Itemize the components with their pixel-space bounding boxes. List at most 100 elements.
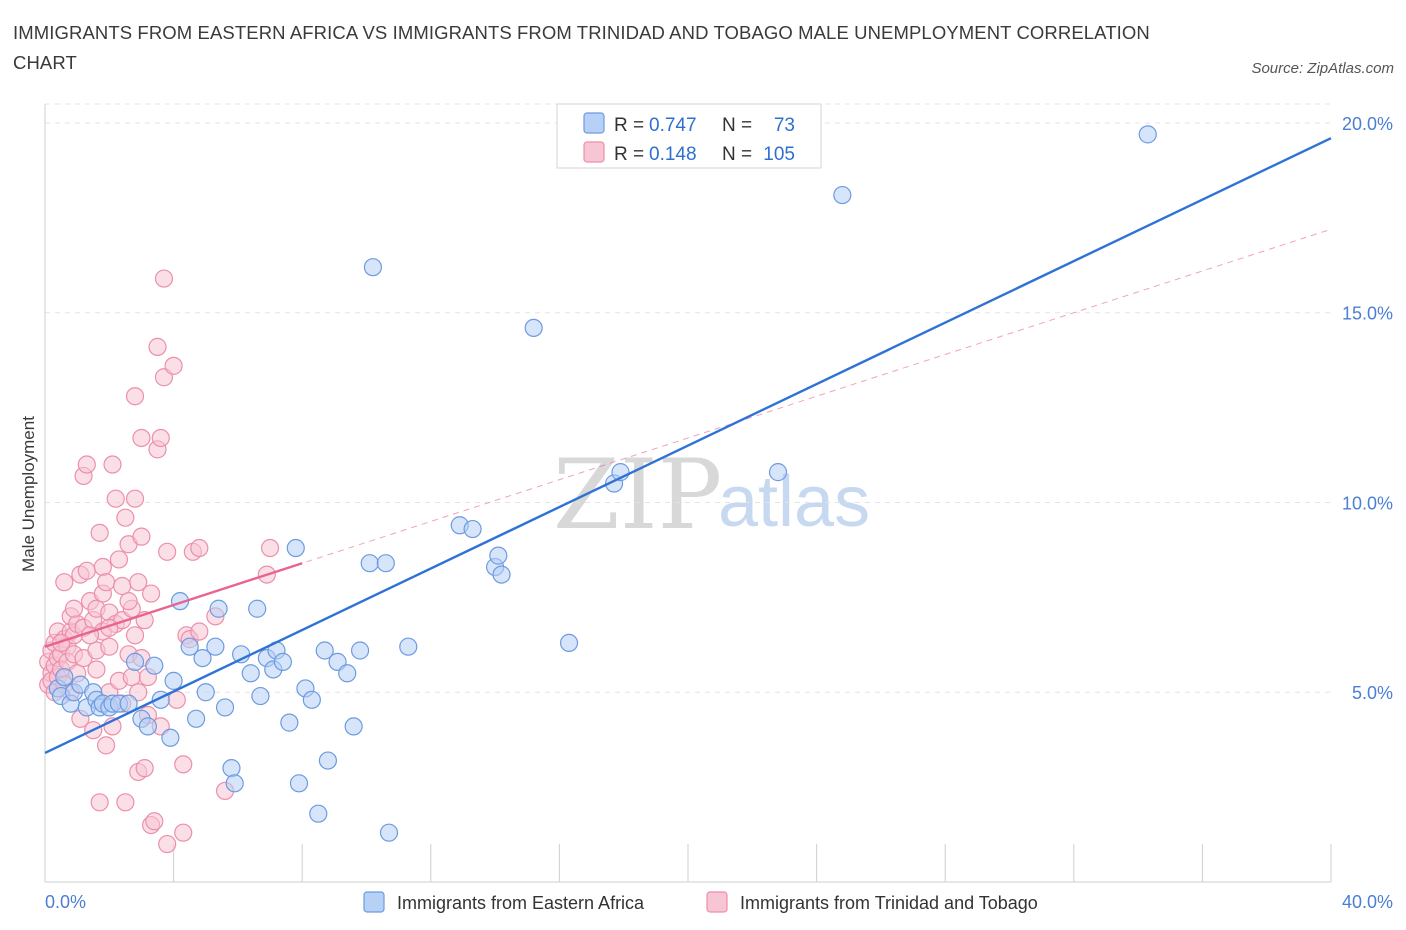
legend-pink-n-value: 105: [763, 144, 795, 165]
pink-point: [122, 667, 141, 687]
stats-legend: R = 0.747 N = 73 R = 0.148 N = 105: [556, 103, 822, 169]
blue-point: [524, 318, 543, 338]
watermark-zip: ZIP: [553, 439, 722, 551]
grid: [45, 103, 1331, 693]
blue-point: [379, 823, 399, 842]
y-tick-label: 5.0%: [1352, 683, 1393, 703]
pink-point: [116, 793, 135, 812]
blue-point: [206, 637, 225, 656]
y-axis-label: Male Unemployment: [19, 416, 38, 572]
series-eastern-africa-points: [48, 125, 1157, 842]
blue-point: [338, 664, 357, 683]
pink-point: [103, 455, 122, 474]
blue-point: [309, 804, 328, 823]
blue-point: [318, 751, 338, 770]
legend-blue-n-value: 73: [774, 115, 795, 136]
x-axis-ticks: [173, 844, 1332, 882]
pink-point: [87, 660, 106, 679]
pink-point: [90, 793, 109, 812]
blue-point: [241, 664, 260, 683]
blue-point: [215, 698, 235, 717]
pink-point: [77, 455, 96, 474]
pink-point: [100, 637, 119, 656]
legend-blue-r-label: R =: [614, 115, 644, 136]
pink-point: [190, 538, 209, 558]
blue-point: [280, 713, 299, 732]
pink-point: [106, 489, 125, 508]
blue-point: [248, 599, 267, 618]
x-axis-tick-labels: 0.0% 40.0%: [45, 892, 1393, 912]
chart-title: IMMIGRANTS FROM EASTERN AFRICA VS IMMIGR…: [13, 22, 1150, 73]
pink-point: [125, 626, 145, 645]
pink-point: [51, 633, 71, 653]
pink-point: [125, 387, 145, 406]
pink-point: [113, 576, 132, 596]
blue-point: [289, 774, 309, 793]
pink-point: [96, 573, 116, 592]
blue-point: [125, 652, 145, 671]
blue-point: [251, 686, 270, 706]
blue-point: [225, 774, 244, 793]
pink-point: [93, 557, 112, 577]
legend-pink-r-value: 0.148: [649, 144, 697, 165]
blue-point: [1138, 125, 1157, 144]
pink-point: [55, 573, 74, 592]
blue-point: [187, 709, 206, 728]
blue-point: [344, 717, 363, 736]
blue-point: [193, 648, 212, 668]
pink-point: [119, 592, 138, 611]
blue-point: [399, 637, 418, 656]
pink-point: [141, 584, 161, 603]
blue-point: [161, 728, 180, 747]
pink-point: [132, 527, 151, 546]
pink-point: [174, 823, 193, 842]
blue-point: [302, 690, 321, 709]
legend-blue-r-value: 0.747: [649, 115, 697, 136]
pink-point: [174, 755, 193, 774]
blue-point: [286, 538, 305, 558]
blue-point: [376, 554, 395, 573]
blue-point: [145, 656, 164, 675]
bottom-legend-pink-label: Immigrants from Trinidad and Tobago: [740, 893, 1038, 913]
y-axis-tick-labels: 5.0% 10.0% 15.0% 20.0%: [1342, 114, 1393, 703]
series-legend: Immigrants from Eastern Africa Immigrant…: [363, 891, 1038, 913]
blue-point: [196, 683, 215, 702]
pink-point: [158, 542, 177, 561]
blue-point: [360, 554, 379, 573]
legend-blue-n-label: N =: [722, 115, 752, 136]
blue-point: [833, 185, 852, 205]
pink-point: [129, 573, 148, 592]
pink-point: [154, 269, 174, 288]
legend-pink-r-label: R =: [614, 144, 644, 165]
pink-point: [164, 356, 183, 375]
pink-trend-line: [44, 562, 303, 648]
pink-point: [151, 428, 170, 448]
blue-point: [164, 671, 183, 690]
pink-point: [64, 599, 84, 618]
legend-pink-swatch: [583, 141, 605, 163]
pink-point: [77, 561, 96, 580]
trend-lines: [44, 137, 1332, 755]
bottom-legend-blue-label: Immigrants from Eastern Africa: [397, 893, 645, 913]
blue-point: [350, 641, 370, 660]
pink-point: [190, 622, 209, 641]
blue-point: [363, 258, 383, 277]
pink-point: [116, 508, 135, 527]
legend-pink-n-label: N =: [722, 144, 752, 165]
pink-point: [125, 489, 145, 508]
source-label: Source: ZipAtlas.com: [1251, 60, 1394, 77]
pink-point: [148, 337, 167, 356]
blue-point: [768, 463, 788, 482]
blue-point: [55, 667, 74, 687]
blue-point: [315, 641, 334, 660]
watermark-atlas: atlas: [718, 462, 870, 542]
series-trinidad-points: [39, 269, 280, 854]
pink-point: [132, 428, 151, 448]
legend-blue-swatch: [583, 112, 605, 134]
blue-point: [273, 652, 293, 671]
x-tick-label: 0.0%: [45, 892, 86, 912]
blue-point: [209, 599, 228, 618]
pink-point: [260, 538, 280, 558]
x-tick-label: 40.0%: [1342, 892, 1393, 912]
